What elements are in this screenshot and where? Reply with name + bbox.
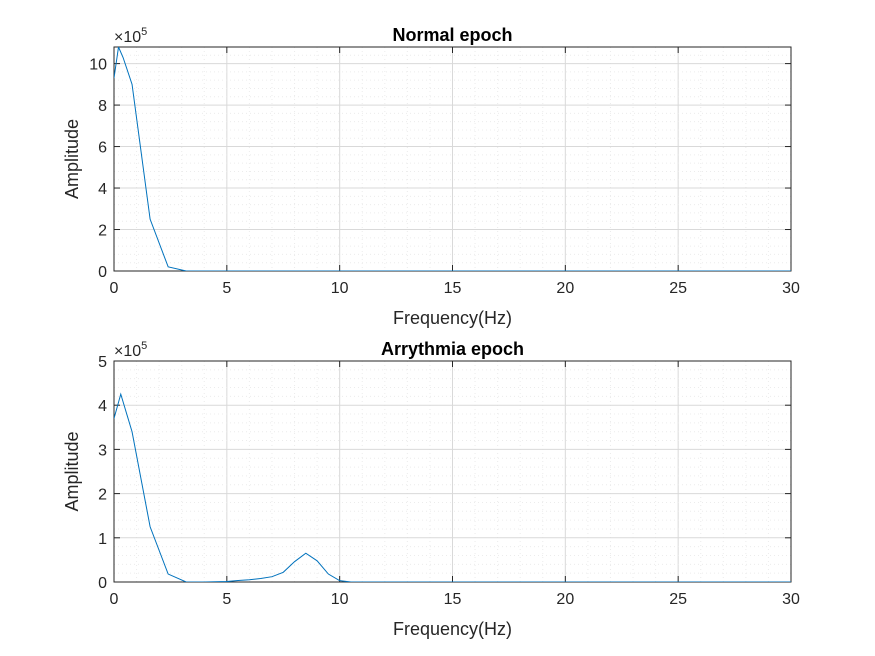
x-tick-label: 25 — [669, 591, 687, 608]
subplot-arrythmia-epoch: 0 5 10 15 20 25 30 0 1 2 3 4 5 Arrythmia epoch Frequ… — [62, 339, 800, 639]
x-tick-label: 20 — [556, 280, 574, 297]
chart-title: Normal epoch — [392, 25, 512, 45]
y-exponent-label: ×105 — [114, 26, 147, 46]
ticks: 0 5 10 15 20 25 30 0 2 4 6 8 10 — [89, 47, 800, 297]
x-tick-label: 0 — [110, 591, 119, 608]
y-tick-label: 0 — [98, 575, 107, 592]
x-axis-label: Frequency(Hz) — [393, 619, 512, 639]
x-tick-label: 30 — [782, 280, 800, 297]
y-tick-label: 0 — [98, 264, 107, 281]
x-tick-label: 10 — [331, 591, 349, 608]
exponent-power: 5 — [141, 26, 147, 38]
subplot-normal-epoch: 0 5 10 15 20 25 30 0 2 4 6 8 10 Normal epoch Frequen… — [62, 25, 800, 328]
exponent-power: 5 — [141, 340, 147, 352]
x-tick-label: 25 — [669, 280, 687, 297]
x-tick-label: 30 — [782, 591, 800, 608]
y-tick-label: 1 — [98, 531, 107, 548]
ticks: 0 5 10 15 20 25 30 0 1 2 3 4 5 — [98, 354, 800, 608]
x-axis-label: Frequency(Hz) — [393, 308, 512, 328]
x-tick-label: 5 — [222, 591, 231, 608]
chart-title: Arrythmia epoch — [381, 339, 524, 359]
y-tick-label: 3 — [98, 442, 107, 459]
x-tick-label: 0 — [110, 280, 119, 297]
x-tick-label: 5 — [222, 280, 231, 297]
x-tick-label: 20 — [556, 591, 574, 608]
exponent-base: ×10 — [114, 29, 141, 46]
series-line — [114, 392, 791, 582]
x-tick-label: 15 — [444, 280, 462, 297]
x-tick-label: 10 — [331, 280, 349, 297]
y-tick-label: 5 — [98, 354, 107, 371]
y-tick-label: 2 — [98, 223, 107, 240]
y-axis-label: Amplitude — [62, 119, 82, 199]
exponent-base: ×10 — [114, 343, 141, 360]
y-exponent-label: ×105 — [114, 340, 147, 360]
y-tick-label: 4 — [98, 181, 107, 198]
y-axis-label: Amplitude — [62, 431, 82, 511]
series-line — [114, 47, 791, 271]
grid — [113, 46, 792, 272]
y-tick-label: 2 — [98, 487, 107, 504]
y-tick-label: 6 — [98, 140, 107, 157]
y-tick-label: 8 — [98, 98, 107, 115]
y-tick-label: 4 — [98, 398, 107, 415]
y-tick-label: 10 — [89, 57, 107, 74]
x-tick-label: 15 — [444, 591, 462, 608]
